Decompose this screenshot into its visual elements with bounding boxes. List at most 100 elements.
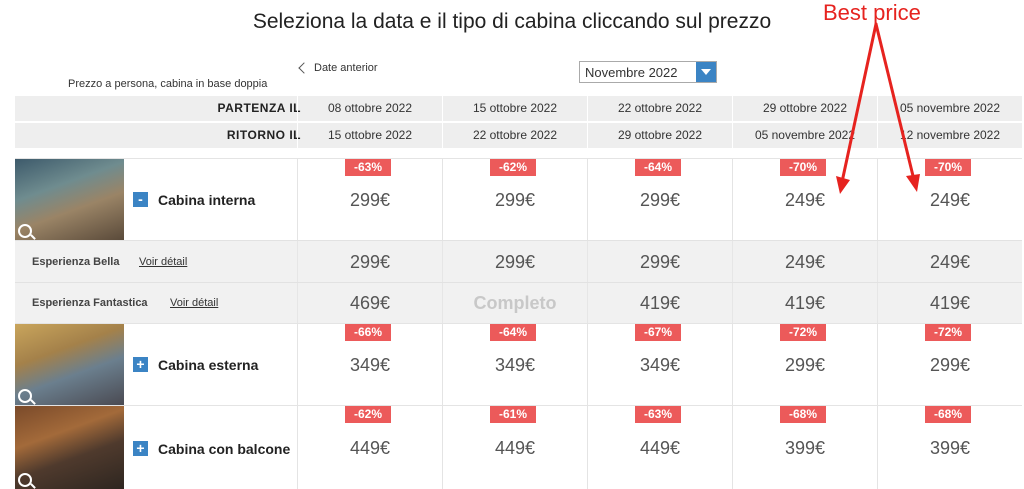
price: 299€	[639, 252, 681, 272]
price: 249€	[929, 252, 971, 272]
price: 249€	[784, 190, 826, 210]
zoom-icon[interactable]	[18, 389, 32, 403]
collapse-button[interactable]: -	[133, 192, 148, 207]
price-cell[interactable]: 419€	[732, 283, 877, 323]
cabin-name: Cabina con balcone	[158, 441, 291, 457]
cabin-row-interna: - Cabina interna -63% 299€ -62% 299€ -64% 2…	[15, 158, 1022, 240]
price: 349€	[494, 355, 536, 375]
price: 249€	[929, 190, 971, 210]
price-cell[interactable]: 299€	[587, 241, 732, 282]
price-cell[interactable]: -70% 249€	[732, 159, 877, 240]
cabin-photo[interactable]	[15, 406, 124, 489]
price-cell[interactable]: 419€	[587, 283, 732, 323]
price-cell: Completo	[442, 283, 587, 323]
discount-badge: -67%	[635, 324, 681, 341]
price: 349€	[639, 355, 681, 375]
price: 299€	[784, 355, 826, 375]
cabin-photo[interactable]	[15, 324, 124, 405]
price-cell[interactable]: -61% 449€	[442, 406, 587, 489]
page-title: Seleziona la data e il tipo di cabina cl…	[252, 10, 772, 33]
price-cell[interactable]: -68% 399€	[732, 406, 877, 489]
price-cell[interactable]: -64% 299€	[587, 159, 732, 240]
expand-button[interactable]: +	[133, 441, 148, 456]
expand-button[interactable]: +	[133, 357, 148, 372]
discount-badge: -72%	[925, 324, 971, 341]
details-link[interactable]: Voir détail	[139, 256, 188, 268]
experience-row-fantastica: Esperienza Fantastica Voir détail 469€ C…	[15, 282, 1022, 323]
arrow-line	[874, 22, 916, 182]
departure-label: PARTENZA IL	[217, 101, 301, 115]
price: 299€	[494, 252, 536, 272]
price: 419€	[929, 293, 971, 313]
discount-badge: -66%	[345, 324, 391, 341]
arrow-line	[840, 22, 878, 184]
discount-badge: -68%	[780, 406, 826, 423]
price-note: Prezzo a persona, cabina in base doppia	[68, 78, 268, 90]
return-label: RITORNO IL	[226, 128, 301, 142]
departure-date: 05 novembre 2022	[877, 96, 1022, 121]
price-cell[interactable]: 249€	[732, 241, 877, 282]
return-date: 15 ottobre 2022	[297, 123, 442, 148]
price: 299€	[349, 252, 391, 272]
departure-date: 15 ottobre 2022	[442, 96, 587, 121]
price: 419€	[784, 293, 826, 313]
discount-badge: -64%	[490, 324, 536, 341]
experience-name: Esperienza Fantastica	[32, 297, 148, 309]
price: 419€	[639, 293, 681, 313]
discount-badge: -70%	[925, 159, 971, 176]
price-cell[interactable]: -64% 349€	[442, 324, 587, 405]
discount-badge: -62%	[490, 159, 536, 176]
price-cell[interactable]: 469€	[297, 283, 442, 323]
price: 449€	[494, 438, 536, 458]
return-date: 22 ottobre 2022	[442, 123, 587, 148]
chevron-down-icon[interactable]	[696, 62, 716, 82]
departure-row: PARTENZA IL 08 ottobre 2022 15 ottobre 2…	[15, 96, 1022, 121]
arrowhead-icon	[906, 174, 920, 192]
departure-date: 29 ottobre 2022	[732, 96, 877, 121]
price-cell[interactable]: -63% 449€	[587, 406, 732, 489]
discount-badge: -68%	[925, 406, 971, 423]
price: 469€	[349, 293, 391, 313]
discount-badge: -72%	[780, 324, 826, 341]
experience-name: Esperienza Bella	[32, 256, 120, 268]
zoom-icon[interactable]	[18, 473, 32, 487]
price-cell[interactable]: 249€	[877, 241, 1022, 282]
price: 449€	[349, 438, 391, 458]
price-cell[interactable]: -72% 299€	[732, 324, 877, 405]
price-cell[interactable]: -70% 249€	[877, 159, 1022, 240]
price: 449€	[639, 438, 681, 458]
price-cell[interactable]: -72% 299€	[877, 324, 1022, 405]
price-cell[interactable]: 419€	[877, 283, 1022, 323]
price: 299€	[929, 355, 971, 375]
month-select-value: Novembre 2022	[585, 65, 678, 80]
previous-dates-link[interactable]: Date anterior	[298, 62, 378, 74]
best-price-annotation: Best price	[823, 0, 921, 25]
cabin-photo[interactable]	[15, 159, 124, 240]
price-cell[interactable]: 299€	[442, 241, 587, 282]
zoom-icon[interactable]	[18, 224, 32, 238]
price: 299€	[494, 190, 536, 210]
price-cell[interactable]: -62% 449€	[297, 406, 442, 489]
cabin-row-balcone: + Cabina con balcone -62% 449€ -61% 449€ -…	[15, 405, 1022, 489]
sold-out-label: Completo	[473, 293, 557, 313]
price: 249€	[784, 252, 826, 272]
price: 399€	[929, 438, 971, 458]
price-cell[interactable]: -63% 299€	[297, 159, 442, 240]
price: 349€	[349, 355, 391, 375]
cabin-name: Cabina esterna	[158, 357, 259, 373]
price-cell[interactable]: -68% 399€	[877, 406, 1022, 489]
experience-row-bella: Esperienza Bella Voir détail 299€ 299€ 2…	[15, 240, 1022, 282]
price-cell[interactable]: -62% 299€	[442, 159, 587, 240]
price-cell[interactable]: 299€	[297, 241, 442, 282]
previous-dates-label: Date anterior	[314, 62, 378, 74]
return-date: 29 ottobre 2022	[587, 123, 732, 148]
month-select[interactable]: Novembre 2022	[579, 61, 717, 83]
price-cell[interactable]: -66% 349€	[297, 324, 442, 405]
cabin-name: Cabina interna	[158, 192, 256, 208]
discount-badge: -63%	[345, 159, 391, 176]
price: 399€	[784, 438, 826, 458]
departure-date: 08 ottobre 2022	[297, 96, 442, 121]
details-link[interactable]: Voir détail	[170, 297, 219, 309]
price-cell[interactable]: -67% 349€	[587, 324, 732, 405]
